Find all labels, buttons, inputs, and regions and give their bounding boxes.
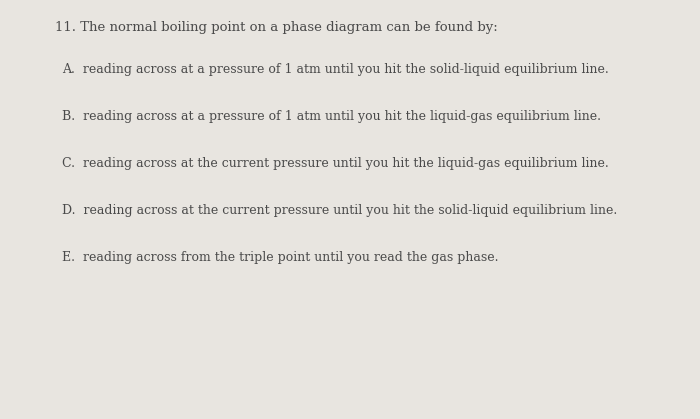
Text: C.  reading across at the current pressure until you hit the liquid-gas equilibr: C. reading across at the current pressur… — [62, 157, 609, 170]
Text: D.  reading across at the current pressure until you hit the solid-liquid equili: D. reading across at the current pressur… — [62, 204, 617, 217]
Text: E.  reading across from the triple point until you read the gas phase.: E. reading across from the triple point … — [62, 251, 498, 264]
Text: 11. The normal boiling point on a phase diagram can be found by:: 11. The normal boiling point on a phase … — [55, 21, 498, 34]
Text: B.  reading across at a pressure of 1 atm until you hit the liquid-gas equilibri: B. reading across at a pressure of 1 atm… — [62, 110, 601, 123]
Text: A.  reading across at a pressure of 1 atm until you hit the solid-liquid equilib: A. reading across at a pressure of 1 atm… — [62, 63, 609, 76]
